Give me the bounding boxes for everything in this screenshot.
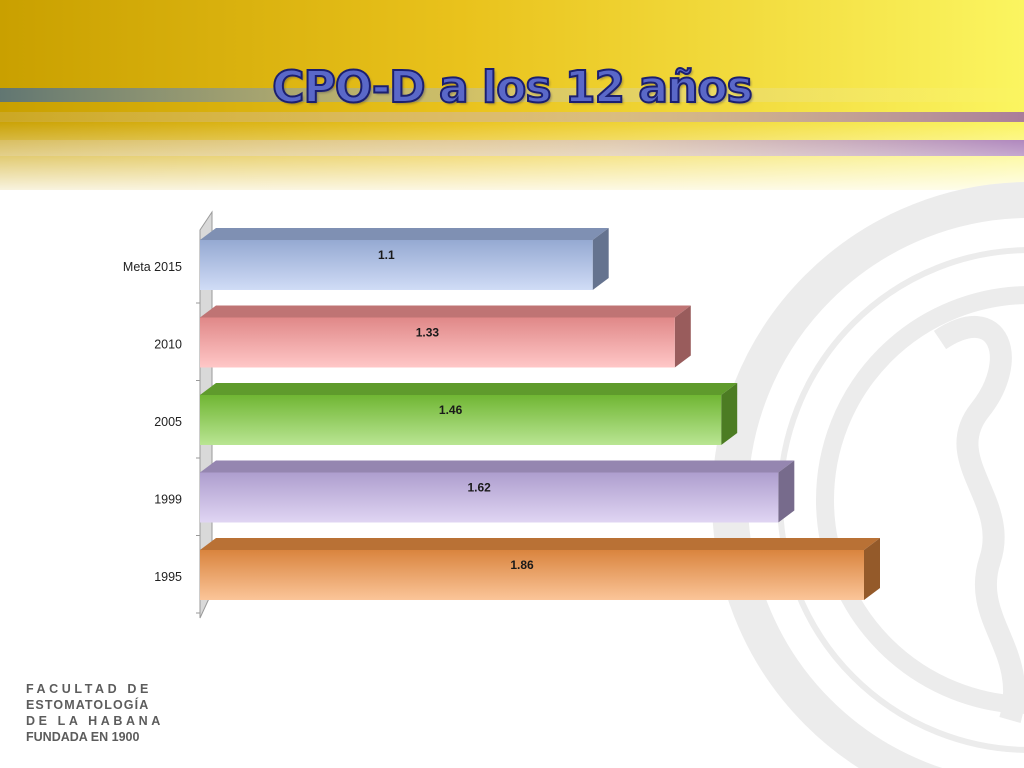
bar-side-face bbox=[864, 538, 880, 600]
category-label: Meta 2015 bbox=[123, 260, 182, 274]
bar-top-face bbox=[200, 538, 880, 550]
bar-top-face bbox=[200, 305, 691, 318]
category-label: 2010 bbox=[154, 338, 182, 352]
data-label: 1.46 bbox=[439, 403, 463, 417]
faculty-logo: FACULTAD DE ESTOMATOLOGÍA DE LA HABANA F… bbox=[26, 681, 164, 745]
data-label: 1.1 bbox=[378, 248, 395, 262]
category-label: 1999 bbox=[154, 493, 182, 507]
category-label: 1995 bbox=[154, 570, 182, 584]
bar-0 bbox=[200, 228, 609, 290]
slide-title: CPO-D a los 12 años bbox=[271, 61, 754, 114]
logo-line-3: DE LA HABANA bbox=[26, 714, 164, 728]
bar-4 bbox=[200, 538, 880, 600]
bar-front-face bbox=[200, 317, 675, 368]
bar-3 bbox=[200, 460, 795, 523]
bar-front-face bbox=[200, 240, 593, 290]
data-label: 1.33 bbox=[416, 326, 440, 340]
logo-line-2: ESTOMATOLOGÍA bbox=[26, 698, 150, 712]
bar-side-face bbox=[674, 305, 691, 368]
bar-2 bbox=[200, 383, 738, 445]
bar-side-face bbox=[778, 460, 795, 523]
bar-top-face bbox=[200, 460, 795, 473]
bar-front-face bbox=[200, 550, 864, 600]
bar-front-face bbox=[200, 472, 779, 523]
logo-line-1: FACULTAD DE bbox=[26, 682, 152, 696]
bar-side-face bbox=[592, 228, 609, 290]
bar-1 bbox=[200, 305, 691, 368]
category-label: 2005 bbox=[154, 415, 182, 429]
bar-front-face bbox=[200, 395, 722, 445]
bar-top-face bbox=[200, 383, 738, 395]
logo-line-4: FUNDADA EN 1900 bbox=[26, 730, 140, 744]
bar-top-face bbox=[200, 228, 609, 240]
data-label: 1.62 bbox=[467, 481, 491, 495]
data-label: 1.86 bbox=[510, 558, 534, 572]
bar-side-face bbox=[721, 383, 738, 445]
